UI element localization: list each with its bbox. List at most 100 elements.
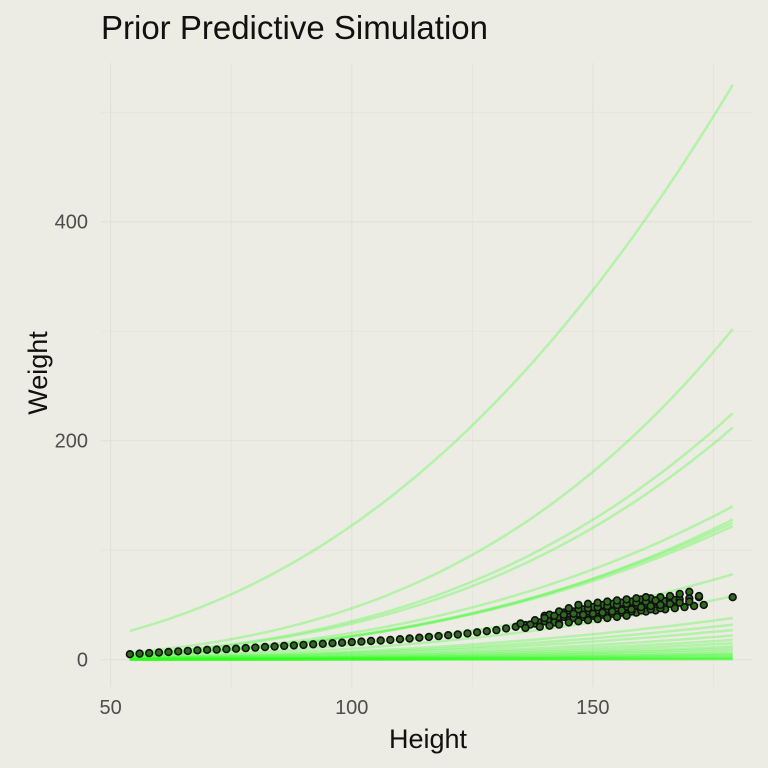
- data-point: [463, 629, 472, 638]
- data-point: [612, 612, 622, 622]
- data-point: [357, 637, 366, 646]
- prior-curve: [129, 641, 733, 661]
- data-point: [583, 599, 593, 608]
- data-point: [366, 636, 376, 646]
- data-point: [622, 595, 631, 604]
- prior-curve: [129, 656, 733, 661]
- gridlines: [101, 63, 752, 687]
- data-point: [492, 625, 501, 635]
- data-point: [559, 610, 569, 619]
- prior-curve: [129, 594, 733, 660]
- prior-curve: [129, 657, 733, 661]
- data-point: [603, 613, 612, 623]
- data-point: [699, 600, 708, 610]
- prior-curve: [129, 649, 733, 661]
- data-point: [386, 635, 395, 645]
- prior-curve: [129, 628, 733, 660]
- data-point: [280, 641, 289, 651]
- data-point: [593, 598, 602, 607]
- data-point: [593, 614, 602, 624]
- data-point: [444, 630, 453, 640]
- data-point: [145, 648, 154, 658]
- data-point: [202, 645, 212, 654]
- prior-curve: [129, 654, 733, 661]
- data-point: [583, 615, 593, 625]
- prior-curve: [129, 645, 733, 661]
- data-point: [212, 645, 221, 654]
- data-point: [545, 621, 554, 630]
- prior-curve: [129, 328, 734, 654]
- x-axis-ticks: 50 100 150: [100, 697, 610, 719]
- data-point: [685, 597, 694, 606]
- data-point: [347, 637, 356, 647]
- chart-title: Prior Predictive Simulation: [101, 9, 488, 46]
- prior-curve: [129, 616, 733, 660]
- x-tick-label: 150: [576, 697, 609, 719]
- prior-curve: [129, 656, 733, 661]
- prior-curves: [129, 84, 734, 661]
- data-point: [675, 589, 684, 599]
- y-tick-label: 200: [55, 431, 88, 453]
- y-axis-label: Weight: [23, 331, 53, 415]
- data-point: [578, 610, 588, 619]
- data-point: [574, 600, 583, 610]
- prior-curve: [129, 655, 733, 661]
- data-point: [501, 624, 511, 633]
- data-point: [656, 600, 665, 610]
- data-point: [415, 633, 424, 642]
- prior-curve: [129, 647, 733, 661]
- y-tick-label: 0: [77, 650, 88, 672]
- prior-curve: [129, 412, 734, 656]
- data-point: [588, 609, 598, 618]
- data-point: [646, 601, 655, 611]
- data-point: [569, 609, 578, 618]
- data-point: [564, 603, 573, 613]
- data-point: [472, 628, 482, 637]
- data-point: [564, 618, 573, 627]
- data-point: [632, 594, 641, 603]
- data-point: [603, 597, 612, 606]
- data-point: [550, 611, 559, 620]
- data-point: [318, 639, 327, 648]
- data-point: [135, 649, 144, 658]
- data-point: [424, 632, 434, 642]
- prior-curve: [129, 651, 733, 661]
- data-point: [627, 605, 636, 614]
- data-point: [453, 630, 462, 639]
- prior-curve: [129, 652, 733, 661]
- data-point: [289, 641, 299, 650]
- data-point: [376, 636, 385, 645]
- data-point: [617, 606, 626, 615]
- data-point: [270, 642, 279, 651]
- data-point: [641, 592, 651, 602]
- data-point: [183, 646, 193, 656]
- data-point: [395, 634, 405, 644]
- y-tick-label: 400: [55, 212, 88, 234]
- data-point: [164, 647, 173, 657]
- x-tick-label: 100: [335, 697, 368, 719]
- observed-points: [125, 587, 737, 659]
- prior-curve: [129, 623, 733, 660]
- prior-curve: [129, 657, 733, 661]
- prior-curve: [129, 638, 733, 661]
- data-point: [665, 591, 675, 601]
- data-point: [434, 631, 443, 641]
- data-point: [125, 649, 135, 659]
- x-axis-label: Height: [389, 724, 468, 754]
- data-point: [337, 638, 347, 647]
- data-point: [622, 611, 631, 620]
- y-axis-ticks: 0 200 400: [55, 212, 88, 672]
- data-point: [260, 642, 270, 652]
- data-point: [607, 607, 617, 616]
- data-point: [540, 613, 549, 623]
- data-point: [728, 592, 737, 602]
- data-point: [554, 620, 564, 629]
- data-point: [299, 640, 308, 650]
- data-point: [636, 602, 646, 612]
- data-point: [665, 599, 675, 608]
- data-point: [598, 608, 607, 617]
- data-point: [574, 617, 583, 626]
- data-point: [612, 596, 622, 605]
